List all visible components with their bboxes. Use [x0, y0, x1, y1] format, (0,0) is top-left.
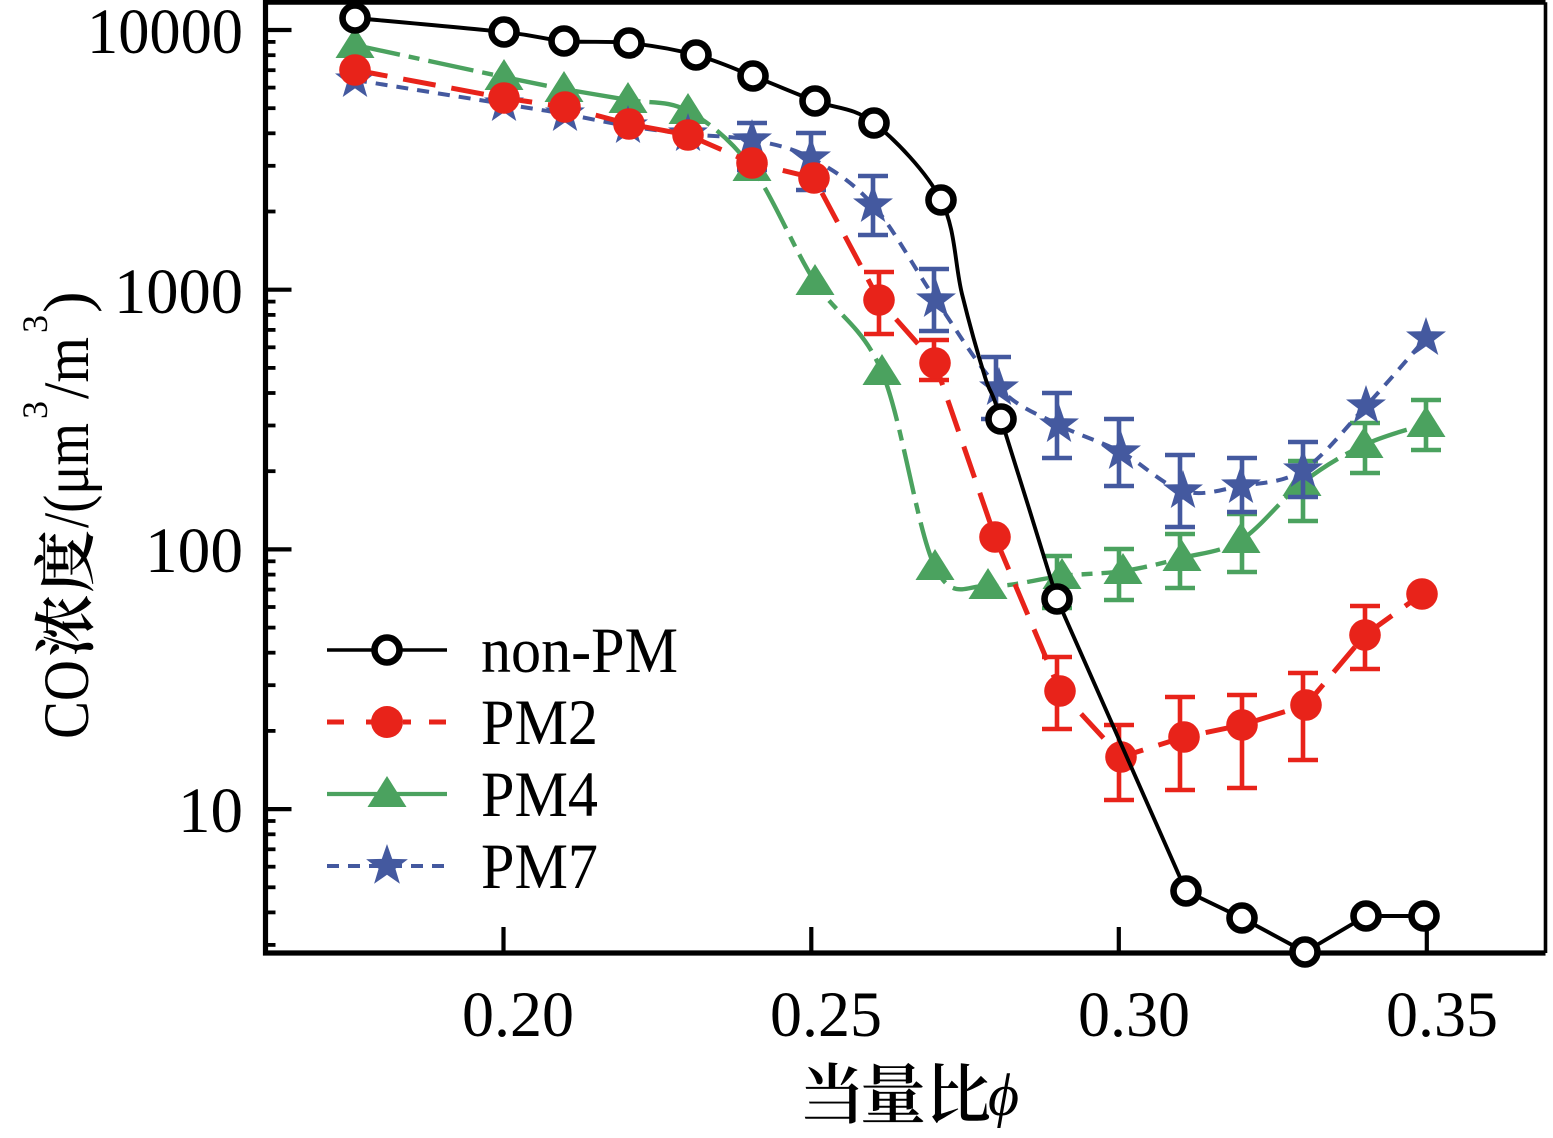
svg-text:0.25: 0.25: [770, 979, 882, 1051]
svg-text:100: 100: [145, 515, 243, 587]
svg-text:): ): [31, 291, 103, 313]
svg-text:CO: CO: [31, 660, 103, 739]
svg-text:ϕ: ϕ: [988, 1062, 1019, 1128]
svg-text:PM2: PM2: [481, 687, 598, 759]
svg-text:10000: 10000: [87, 0, 243, 68]
svg-text:/(μm: /(μm: [31, 423, 103, 528]
svg-text:PM7: PM7: [481, 831, 598, 903]
svg-text:10: 10: [178, 775, 243, 847]
svg-text:1000: 1000: [114, 256, 243, 328]
svg-text:3: 3: [15, 401, 55, 419]
svg-text:/m: /m: [31, 337, 103, 399]
svg-text:0.20: 0.20: [462, 979, 574, 1051]
svg-text:0.35: 0.35: [1386, 979, 1498, 1051]
svg-text:0.30: 0.30: [1078, 979, 1190, 1051]
svg-text:3: 3: [15, 315, 55, 333]
svg-text:non-PM: non-PM: [481, 615, 678, 687]
svg-text:PM4: PM4: [481, 759, 598, 831]
